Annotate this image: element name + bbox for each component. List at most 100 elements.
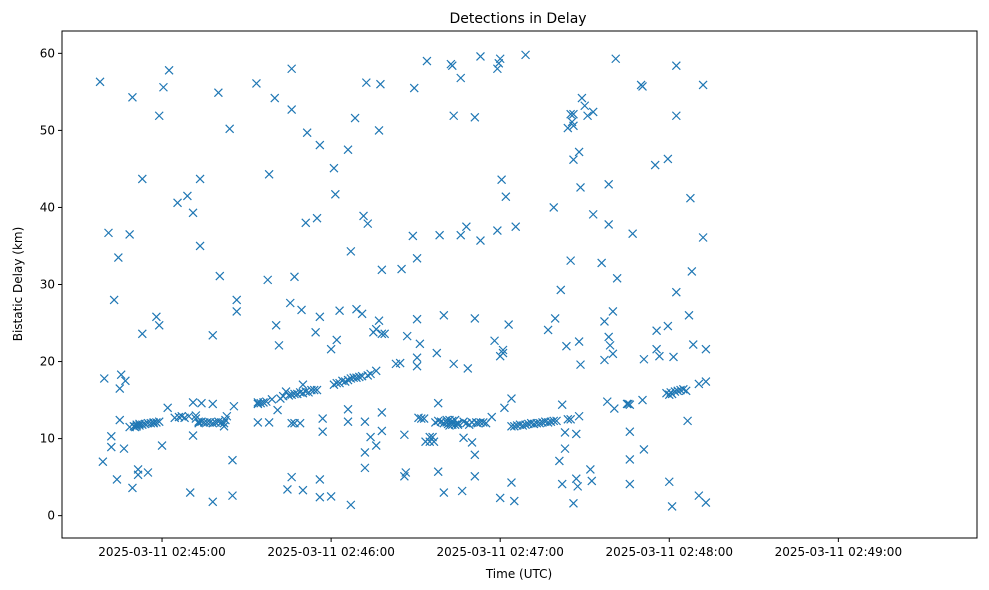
data-point (208, 330, 218, 340)
data-point (576, 182, 585, 192)
data-point (284, 391, 294, 400)
data-point (683, 416, 693, 426)
data-point (137, 174, 147, 184)
data-point (669, 352, 678, 362)
data-point (549, 416, 559, 426)
data-point (182, 191, 192, 201)
data-point (360, 463, 370, 473)
data-point (343, 417, 353, 427)
data-point (684, 310, 694, 320)
data-point (213, 417, 223, 427)
data-point (573, 481, 583, 491)
data-point (416, 414, 426, 423)
data-point (115, 415, 125, 425)
data-point (671, 287, 681, 297)
x-tick-label: 2025-03-11 02:46:00 (267, 545, 394, 559)
data-point (225, 124, 235, 134)
data-point (628, 229, 638, 239)
data-point (470, 471, 480, 481)
data-point (298, 380, 308, 390)
data-point (588, 107, 598, 117)
data-point (377, 407, 387, 417)
data-point (504, 320, 514, 329)
data-point (583, 111, 592, 121)
data-point (208, 497, 218, 507)
data-point (429, 437, 439, 447)
data-point (335, 306, 344, 316)
data-point (315, 475, 325, 484)
data-point (571, 429, 581, 439)
data-point (604, 332, 614, 342)
data-point (419, 414, 429, 423)
y-tick-label: 50 (40, 123, 55, 137)
data-point (625, 427, 635, 437)
data-point (343, 404, 353, 414)
data-point (453, 420, 463, 430)
y-tick-label: 20 (40, 355, 55, 369)
data-point (366, 369, 375, 379)
data-point (188, 208, 198, 218)
data-point (521, 420, 530, 430)
data-point (497, 175, 507, 185)
data-point (664, 390, 674, 400)
data-point (664, 477, 674, 487)
data-point (283, 485, 292, 494)
data-point (495, 493, 505, 503)
data-point (432, 348, 442, 358)
data-point (447, 61, 457, 71)
data-point (673, 386, 683, 396)
data-point (492, 226, 502, 235)
data-point (326, 344, 336, 354)
data-point (667, 501, 677, 511)
data-point (571, 474, 581, 484)
data-point (106, 442, 116, 452)
y-axis-label: Bistatic Delay (km) (11, 227, 25, 342)
data-point (608, 349, 618, 359)
data-point (560, 428, 570, 437)
chart-title: Detections in Delay (449, 11, 586, 27)
data-point (115, 384, 125, 393)
data-point (509, 496, 519, 506)
data-point (701, 377, 711, 387)
data-point (154, 111, 164, 121)
data-point (149, 418, 159, 428)
data-point (119, 444, 129, 454)
data-point (501, 192, 511, 202)
data-point (401, 468, 411, 477)
x-tick-label: 2025-03-11 02:49:00 (775, 545, 902, 559)
y-axis-ticks: 0 10 20 30 40 50 60 (40, 46, 62, 523)
data-markers (95, 50, 711, 511)
data-point (543, 325, 553, 335)
data-point (569, 155, 578, 165)
data-point (137, 420, 147, 430)
data-point (311, 327, 321, 337)
data-point (301, 218, 311, 228)
data-point (698, 233, 708, 242)
data-point (213, 88, 223, 98)
data-point (409, 83, 419, 93)
data-point (625, 400, 635, 410)
data-point (128, 483, 137, 493)
data-point (98, 457, 108, 467)
data-point (374, 316, 384, 326)
data-point (253, 399, 263, 409)
data-point (585, 464, 595, 474)
data-point (566, 109, 576, 119)
data-point (329, 380, 339, 390)
data-point (287, 105, 297, 115)
data-point (163, 403, 173, 413)
data-point (650, 160, 660, 170)
data-point (412, 314, 422, 324)
data-point (433, 416, 443, 426)
data-point (447, 416, 457, 426)
data-point (287, 472, 297, 482)
y-tick-label: 10 (40, 432, 55, 446)
data-point (359, 211, 368, 221)
data-point (587, 476, 597, 486)
data-point (563, 414, 573, 424)
data-point (173, 198, 182, 208)
data-point (701, 344, 711, 354)
data-point (195, 241, 205, 251)
data-point (569, 121, 578, 131)
data-point (377, 426, 387, 436)
